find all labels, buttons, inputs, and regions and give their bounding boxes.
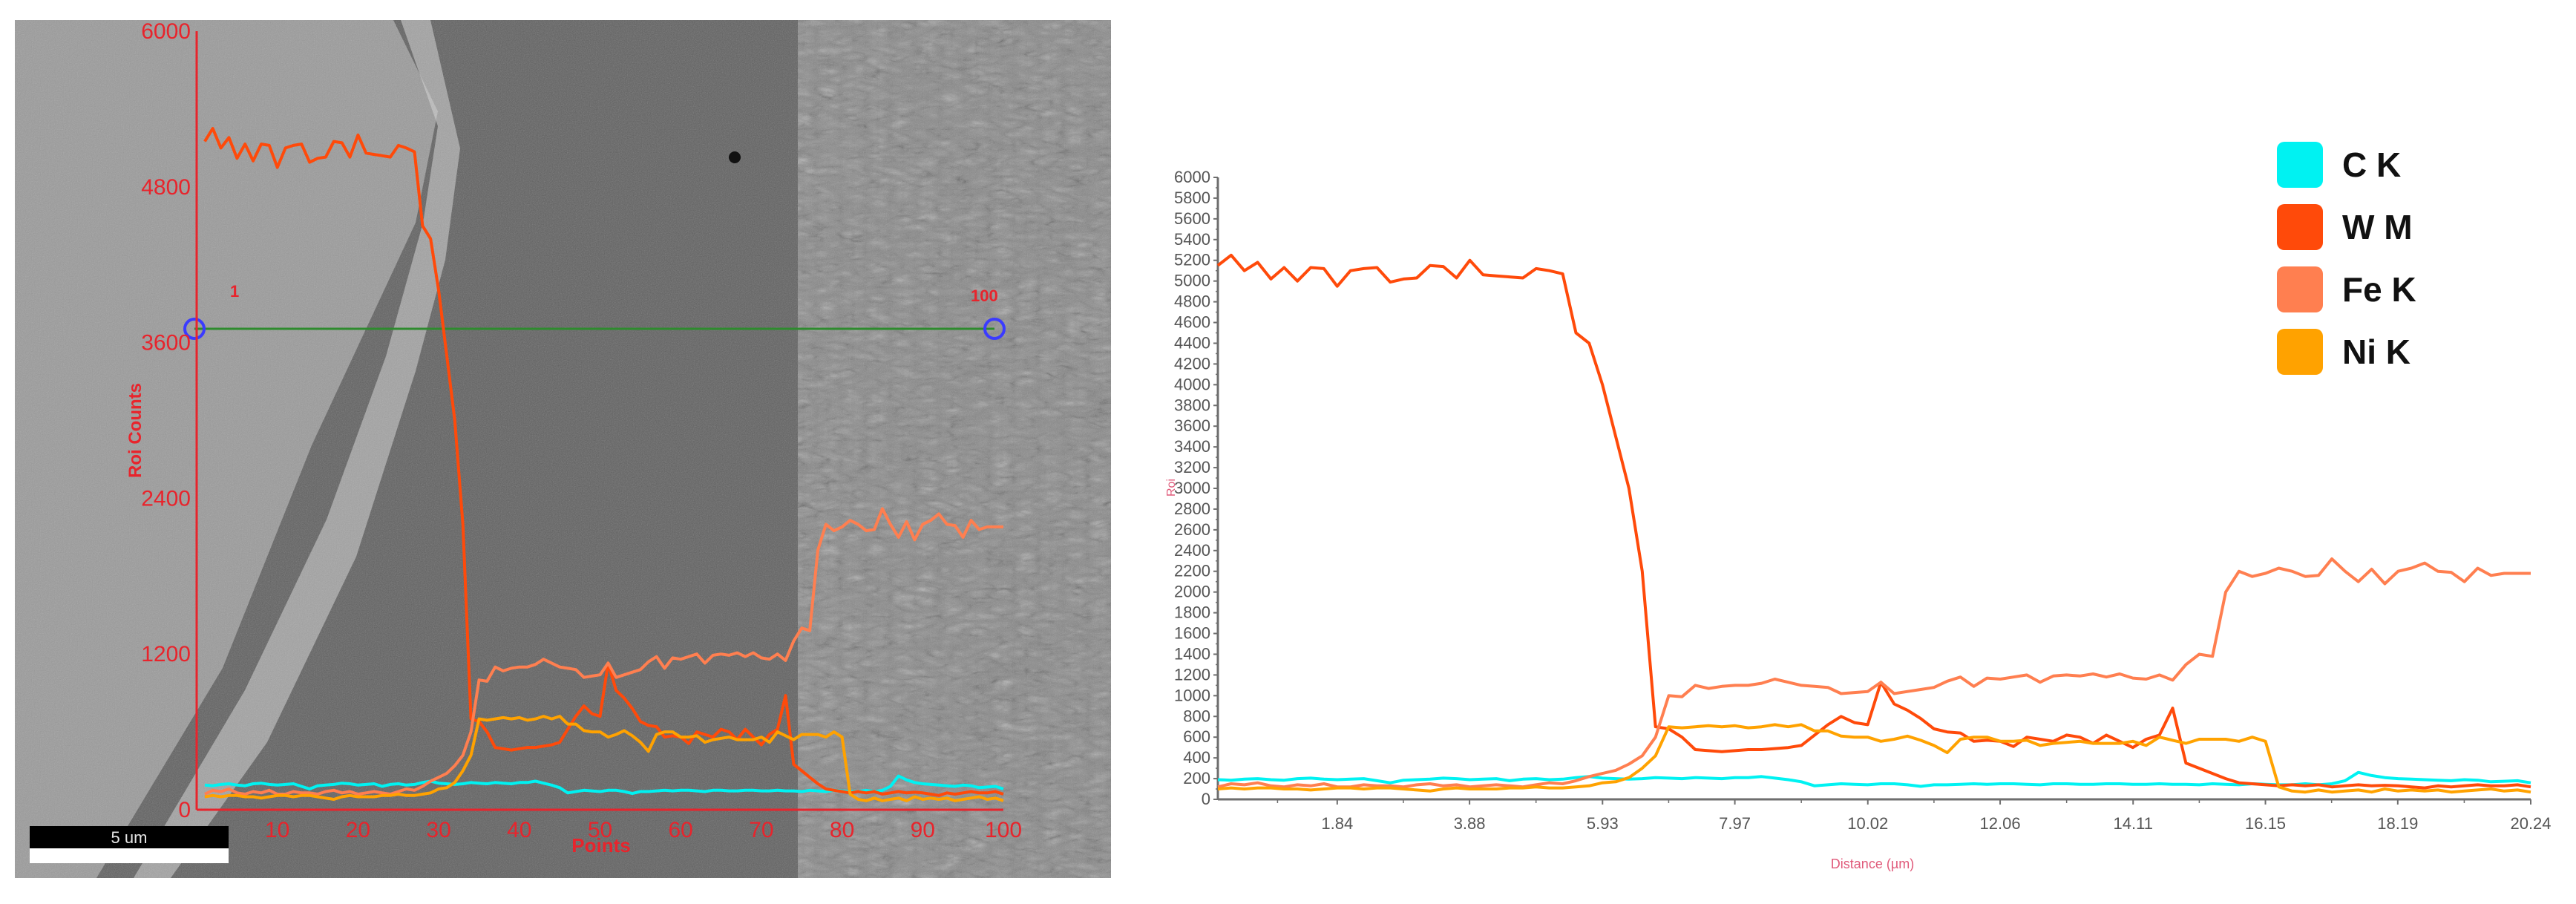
left-y-axis-label: Roi Counts — [125, 383, 145, 478]
right-x-tick: 18.19 — [2377, 814, 2418, 833]
right-y-tick: 2600 — [1174, 520, 1210, 539]
left-x-tick: 60 — [669, 818, 693, 842]
legend-swatch-fe-k — [2277, 266, 2323, 312]
legend: C K W M Fe K Ni K — [2277, 134, 2416, 383]
right-y-tick: 0 — [1202, 790, 1210, 808]
left-x-tick: 80 — [830, 818, 854, 842]
scan-end-marker-icon[interactable] — [983, 318, 1006, 340]
left-series-ni-k — [204, 715, 1004, 802]
right-y-tick: 2400 — [1174, 541, 1210, 560]
legend-swatch-w-m — [2277, 204, 2323, 250]
legend-label: Fe K — [2342, 270, 2416, 309]
left-x-tick: 100 — [985, 818, 1022, 842]
left-y-tick: 2400 — [141, 486, 191, 511]
right-y-tick: 1800 — [1174, 603, 1210, 622]
left-y-tick: 0 — [178, 798, 191, 822]
legend-item-w-m[interactable]: W M — [2277, 196, 2416, 258]
left-series-w-m — [203, 127, 1004, 797]
right-y-tick: 5200 — [1174, 251, 1210, 269]
right-x-tick: 10.02 — [1847, 814, 1888, 833]
legend-label: W M — [2342, 208, 2413, 246]
right-x-tick: 7.97 — [1719, 814, 1751, 833]
left-x-tick: 70 — [749, 818, 773, 842]
right-x-tick: 12.06 — [1980, 814, 2021, 833]
left-series-lines — [203, 127, 1004, 802]
right-y-tick: 2000 — [1174, 583, 1210, 601]
right-x-tick: 1.84 — [1321, 814, 1353, 833]
right-y-tick: 4600 — [1174, 313, 1210, 332]
right-x-tick: 20.24 — [2510, 814, 2551, 833]
right-y-tick: 5600 — [1174, 209, 1210, 228]
left-y-tick: 6000 — [141, 19, 191, 44]
right-series-ni-k — [1217, 723, 2531, 794]
right-x-tick-labels: 1.84 3.88 5.93 7.97 10.02 12.06 14.11 16.15 18.1… — [1276, 799, 2552, 833]
right-y-tick: 400 — [1183, 748, 1210, 767]
right-y-tick: 4000 — [1174, 375, 1210, 393]
legend-label: Ni K — [2342, 333, 2411, 371]
right-y-tick: 1600 — [1174, 624, 1210, 643]
right-x-axis-label: Distance (µm) — [1831, 856, 1914, 871]
right-y-tick: 1400 — [1174, 644, 1210, 663]
right-y-tick: 4800 — [1174, 292, 1210, 311]
right-y-tick: 6000 — [1174, 168, 1210, 186]
right-series-w-m — [1216, 253, 2531, 790]
right-y-tick: 4200 — [1174, 354, 1210, 373]
right-y-tick: 800 — [1183, 707, 1210, 725]
left-x-tick: 30 — [426, 818, 450, 842]
right-y-tick: 3000 — [1174, 479, 1210, 497]
right-y-tick: 3600 — [1174, 416, 1210, 435]
legend-item-fe-k[interactable]: Fe K — [2277, 258, 2416, 321]
right-y-tick: 3200 — [1174, 458, 1210, 476]
right-y-tick: 4400 — [1174, 333, 1210, 352]
left-series-fe-k — [204, 507, 1003, 796]
right-y-tick: 1000 — [1174, 686, 1210, 704]
scan-end-label: 100 — [971, 286, 998, 305]
left-linescan-overlay: 1 100 0 1200 2400 3600 4800 6000 10 20 30 40 50 60… — [30, 19, 1022, 863]
right-x-tick: 14.11 — [2114, 814, 2153, 833]
scan-start-marker-icon[interactable] — [183, 318, 206, 340]
right-series-lines — [1216, 253, 2531, 794]
right-y-tick: 3400 — [1174, 437, 1210, 456]
right-y-axis-label: Roi — [1165, 479, 1178, 497]
right-y-tick: 2200 — [1174, 562, 1210, 580]
scan-start-label: 1 — [230, 282, 239, 301]
left-x-tick: 50 — [588, 818, 612, 842]
scale-bar — [30, 848, 229, 863]
right-y-tick: 200 — [1183, 769, 1210, 787]
scale-bar-label: 5 um — [111, 828, 148, 847]
right-y-tick: 1200 — [1174, 665, 1210, 684]
sem-dark-pore — [729, 151, 741, 163]
right-series-fe-k — [1217, 557, 2531, 789]
right-y-tick: 5400 — [1174, 230, 1210, 249]
legend-swatch-ni-k — [2277, 329, 2323, 375]
legend-item-c-k[interactable]: C K — [2277, 134, 2416, 196]
left-x-tick: 10 — [265, 818, 289, 842]
right-y-tick: 600 — [1183, 727, 1210, 746]
left-y-tick: 1200 — [141, 642, 191, 666]
right-y-tick: 5000 — [1174, 272, 1210, 290]
scale-bar-box — [30, 826, 229, 848]
right-x-tick: 3.88 — [1454, 814, 1486, 833]
legend-swatch-c-k — [2277, 142, 2323, 188]
left-x-tick-labels: 10 20 30 40 50 60 70 80 90 100 — [265, 818, 1022, 842]
right-x-tick: 5.93 — [1587, 814, 1619, 833]
left-x-tick: 40 — [507, 818, 531, 842]
left-x-axis-label: Points — [571, 834, 630, 856]
left-y-tick-labels: 0 1200 2400 3600 4800 6000 — [141, 19, 191, 822]
sem-grain — [15, 20, 1111, 878]
left-x-tick: 20 — [346, 818, 370, 842]
left-y-tick: 3600 — [141, 331, 191, 356]
right-y-tick: 2800 — [1174, 500, 1210, 518]
left-y-tick: 4800 — [141, 175, 191, 200]
sem-image-panel — [15, 20, 1111, 878]
legend-label: C K — [2342, 145, 2402, 184]
legend-item-ni-k[interactable]: Ni K — [2277, 321, 2416, 383]
left-x-tick: 90 — [911, 818, 935, 842]
right-y-tick: 5800 — [1174, 189, 1210, 207]
right-y-tick: 3800 — [1174, 396, 1210, 414]
right-x-tick: 16.15 — [2245, 814, 2286, 833]
